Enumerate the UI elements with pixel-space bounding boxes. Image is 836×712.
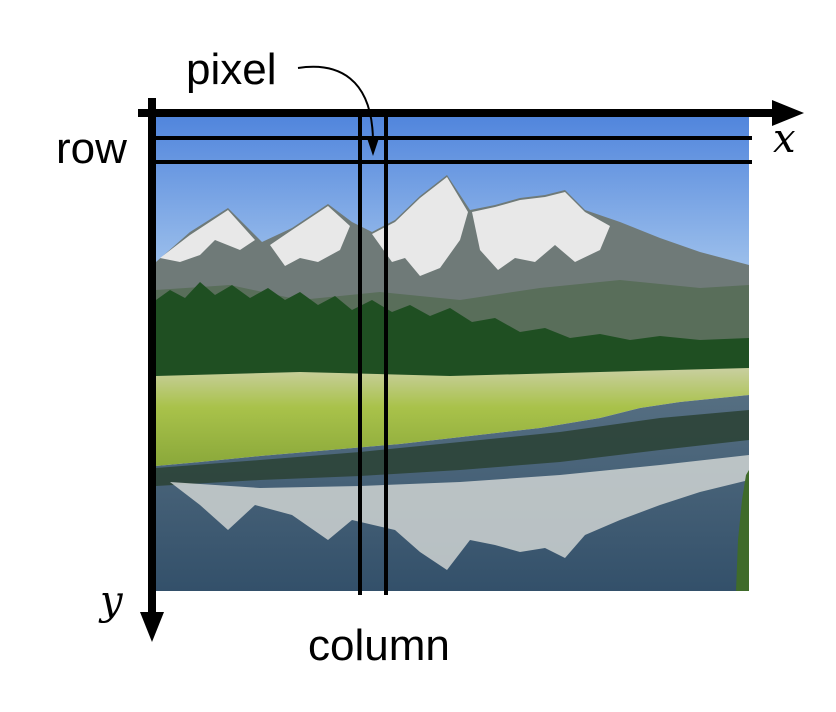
y-axis-arrowhead [140,612,164,642]
column-label: column [308,621,450,670]
x-axis-arrowhead [772,100,804,126]
mountain-landscape-photo [156,113,749,591]
meadow [156,368,749,466]
pixel-pointer-curve [297,65,374,141]
grid-lines [152,113,752,595]
forest [156,282,749,382]
mountain-snow [160,177,610,276]
y-axis-label: y [98,578,124,624]
forest-reflection [156,410,749,486]
axes [138,98,804,642]
pixel-label: pixel [186,45,277,94]
pixel-pointer-arrowhead [367,138,379,156]
x-axis-label: x [773,116,796,162]
mountain-reflection [170,455,749,570]
pixel-pointer [297,65,379,156]
grass-tuft [736,470,749,591]
row-label: row [56,124,127,173]
